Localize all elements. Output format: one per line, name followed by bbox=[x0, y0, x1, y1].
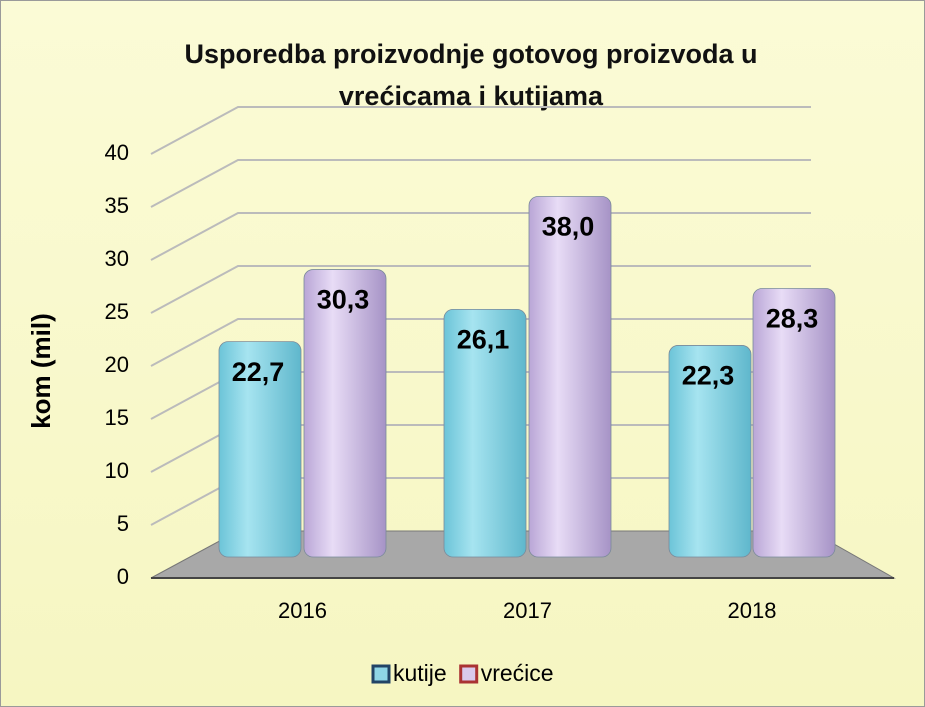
y-tick-label: 0 bbox=[117, 564, 129, 589]
y-tick-label: 10 bbox=[105, 458, 129, 483]
y-tick-label: 35 bbox=[105, 193, 129, 218]
y-axis-title: kom (mil) bbox=[26, 313, 56, 429]
data-label: 28,3 bbox=[766, 304, 819, 334]
x-tick-label: 2016 bbox=[278, 598, 327, 623]
grid-line bbox=[150, 212, 811, 261]
data-label: 26,1 bbox=[457, 325, 510, 355]
grid-line bbox=[150, 106, 811, 155]
grid-line bbox=[150, 318, 811, 367]
bar bbox=[218, 341, 302, 558]
y-tick-label: 5 bbox=[117, 511, 129, 536]
data-label: 38,0 bbox=[542, 212, 595, 242]
bar bbox=[528, 196, 612, 558]
grid-line bbox=[150, 265, 811, 314]
legend-label: vrećice bbox=[481, 660, 554, 686]
data-label: 30,3 bbox=[317, 285, 370, 315]
bar bbox=[443, 308, 527, 558]
data-label: 22,7 bbox=[232, 357, 285, 387]
x-tick-label: 2017 bbox=[503, 598, 552, 623]
bar bbox=[752, 288, 836, 558]
x-tick-label: 2018 bbox=[728, 598, 777, 623]
legend-swatch bbox=[459, 664, 479, 684]
bar bbox=[303, 269, 387, 558]
y-tick-label: 25 bbox=[105, 299, 129, 324]
y-tick-label: 30 bbox=[105, 246, 129, 271]
y-tick-label: 40 bbox=[105, 140, 129, 165]
y-tick-label: 15 bbox=[105, 405, 129, 430]
legend-swatch bbox=[371, 664, 391, 684]
grid-line bbox=[150, 159, 811, 208]
legend-label: kutije bbox=[393, 660, 447, 686]
bar bbox=[668, 345, 752, 558]
data-label: 22,3 bbox=[682, 361, 735, 391]
y-tick-label: 20 bbox=[105, 352, 129, 377]
chart-title: Usporedba proizvodnje gotovog proizvoda … bbox=[184, 39, 758, 111]
